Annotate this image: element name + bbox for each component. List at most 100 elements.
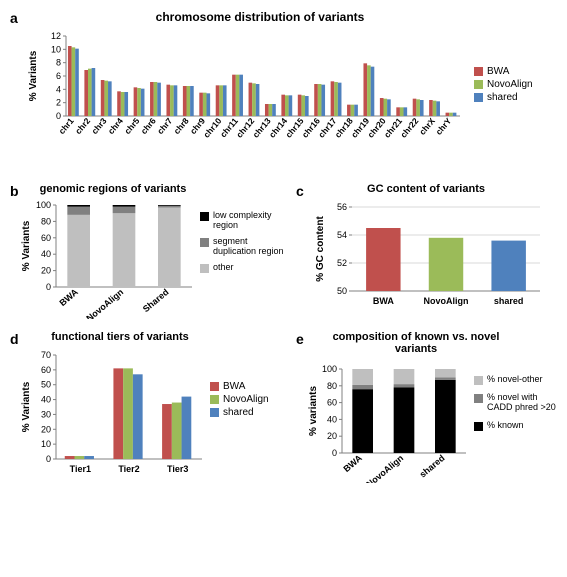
bar: [298, 95, 302, 116]
stacked-bar-seg: [352, 385, 373, 389]
svg-text:56: 56: [337, 203, 347, 212]
stacked-bar-seg: [435, 369, 456, 377]
bar: [453, 113, 457, 116]
bar: [347, 105, 351, 116]
panel-c-title: GC content of variants: [326, 183, 526, 195]
svg-text:chrX: chrX: [417, 116, 437, 137]
svg-text:BWA: BWA: [57, 287, 80, 308]
svg-text:BWA: BWA: [373, 296, 394, 306]
svg-text:shared: shared: [494, 296, 524, 306]
bar: [272, 104, 276, 116]
svg-text:60: 60: [327, 398, 337, 408]
panel-b-label: b: [10, 183, 19, 199]
panel-c-chart: 50525456% GC contentBWANovoAlignshared: [312, 203, 546, 313]
bar: [305, 96, 309, 116]
svg-text:10: 10: [51, 44, 61, 54]
bar: [124, 92, 128, 116]
panel-e-title: composition of known vs. novel variants: [316, 331, 516, 355]
bar: [84, 456, 94, 459]
svg-text:60: 60: [41, 233, 51, 243]
bar: [216, 85, 220, 116]
svg-text:chr3: chr3: [89, 116, 108, 136]
legend-label: other: [213, 263, 234, 273]
panel-a-label: a: [10, 10, 18, 26]
legend-item: BWA: [210, 381, 269, 392]
bar: [113, 368, 123, 459]
panel-a-legend: BWANovoAlignshared: [474, 66, 533, 105]
svg-text:chrY: chrY: [434, 116, 454, 137]
svg-text:0: 0: [46, 454, 51, 464]
svg-text:0: 0: [56, 111, 61, 121]
svg-text:100: 100: [36, 201, 51, 210]
panel-c-label: c: [296, 183, 304, 199]
bar: [420, 100, 424, 116]
panel-a-title: chromosome distribution of variants: [70, 10, 450, 24]
svg-text:% Variants: % Variants: [28, 50, 39, 101]
bar: [301, 95, 305, 116]
bar: [117, 91, 121, 116]
legend-label: % novel with CADD phred >20: [487, 393, 556, 413]
legend-label: BWA: [223, 381, 245, 392]
legend-label: low complexity region: [213, 211, 286, 231]
bar: [285, 95, 289, 116]
bar: [157, 83, 161, 116]
panel-b: bgenomic regions of variants020406080100…: [10, 183, 288, 323]
bar: [371, 67, 375, 116]
bar: [366, 228, 400, 291]
bar: [186, 86, 190, 116]
stacked-bar-seg: [435, 380, 456, 453]
svg-text:100: 100: [322, 365, 337, 374]
bar: [413, 99, 417, 116]
panel-c: cGC content of variants50525456% GC cont…: [296, 183, 556, 323]
panel-d-legend: BWANovoAlignshared: [210, 381, 269, 420]
stacked-bar-seg: [158, 205, 181, 206]
bar: [269, 104, 273, 116]
bar: [436, 101, 440, 116]
bar: [321, 85, 325, 116]
legend-item: % known: [474, 421, 556, 431]
bar: [68, 46, 72, 116]
svg-text:chr2: chr2: [73, 116, 92, 136]
bar: [331, 81, 335, 116]
svg-text:Tier3: Tier3: [167, 464, 188, 474]
bar: [133, 374, 143, 459]
bar: [84, 70, 88, 116]
svg-text:chr7: chr7: [155, 116, 174, 136]
bar: [433, 101, 437, 116]
bar: [429, 100, 433, 116]
bar: [449, 113, 453, 116]
legend-item: % novel with CADD phred >20: [474, 393, 556, 413]
stacked-bar-seg: [394, 369, 415, 384]
stacked-bar-seg: [67, 207, 90, 215]
svg-text:Tier2: Tier2: [118, 464, 139, 474]
bar: [239, 75, 243, 116]
legend-label: shared: [487, 92, 518, 103]
legend-swatch: [210, 395, 219, 404]
bar: [141, 89, 145, 116]
svg-text:Tier1: Tier1: [70, 464, 91, 474]
bar: [387, 99, 391, 116]
stacked-bar-seg: [158, 206, 181, 208]
legend-swatch: [210, 408, 219, 417]
bar: [183, 86, 187, 116]
bar: [338, 83, 342, 116]
panel-d-chart: 010203040506070% VariantsTier1Tier2Tier3: [18, 351, 208, 479]
bar: [416, 99, 420, 116]
bar: [429, 238, 463, 291]
bar: [252, 83, 256, 116]
bar: [190, 86, 194, 116]
bar: [154, 82, 158, 116]
bar: [318, 84, 322, 116]
svg-text:chr4: chr4: [106, 116, 125, 136]
panel-a: achromosome distribution of variants0246…: [10, 10, 557, 175]
bar: [380, 98, 384, 116]
svg-text:% Variants: % Variants: [21, 381, 32, 432]
svg-text:12: 12: [51, 31, 61, 41]
svg-text:20: 20: [327, 431, 337, 441]
bar: [223, 85, 227, 116]
svg-text:54: 54: [337, 230, 347, 240]
panel-e-legend: % novel-other% novel with CADD phred >20…: [474, 375, 556, 439]
legend-swatch: [474, 422, 483, 431]
stacked-bar-seg: [435, 377, 456, 380]
svg-text:50: 50: [41, 380, 51, 390]
